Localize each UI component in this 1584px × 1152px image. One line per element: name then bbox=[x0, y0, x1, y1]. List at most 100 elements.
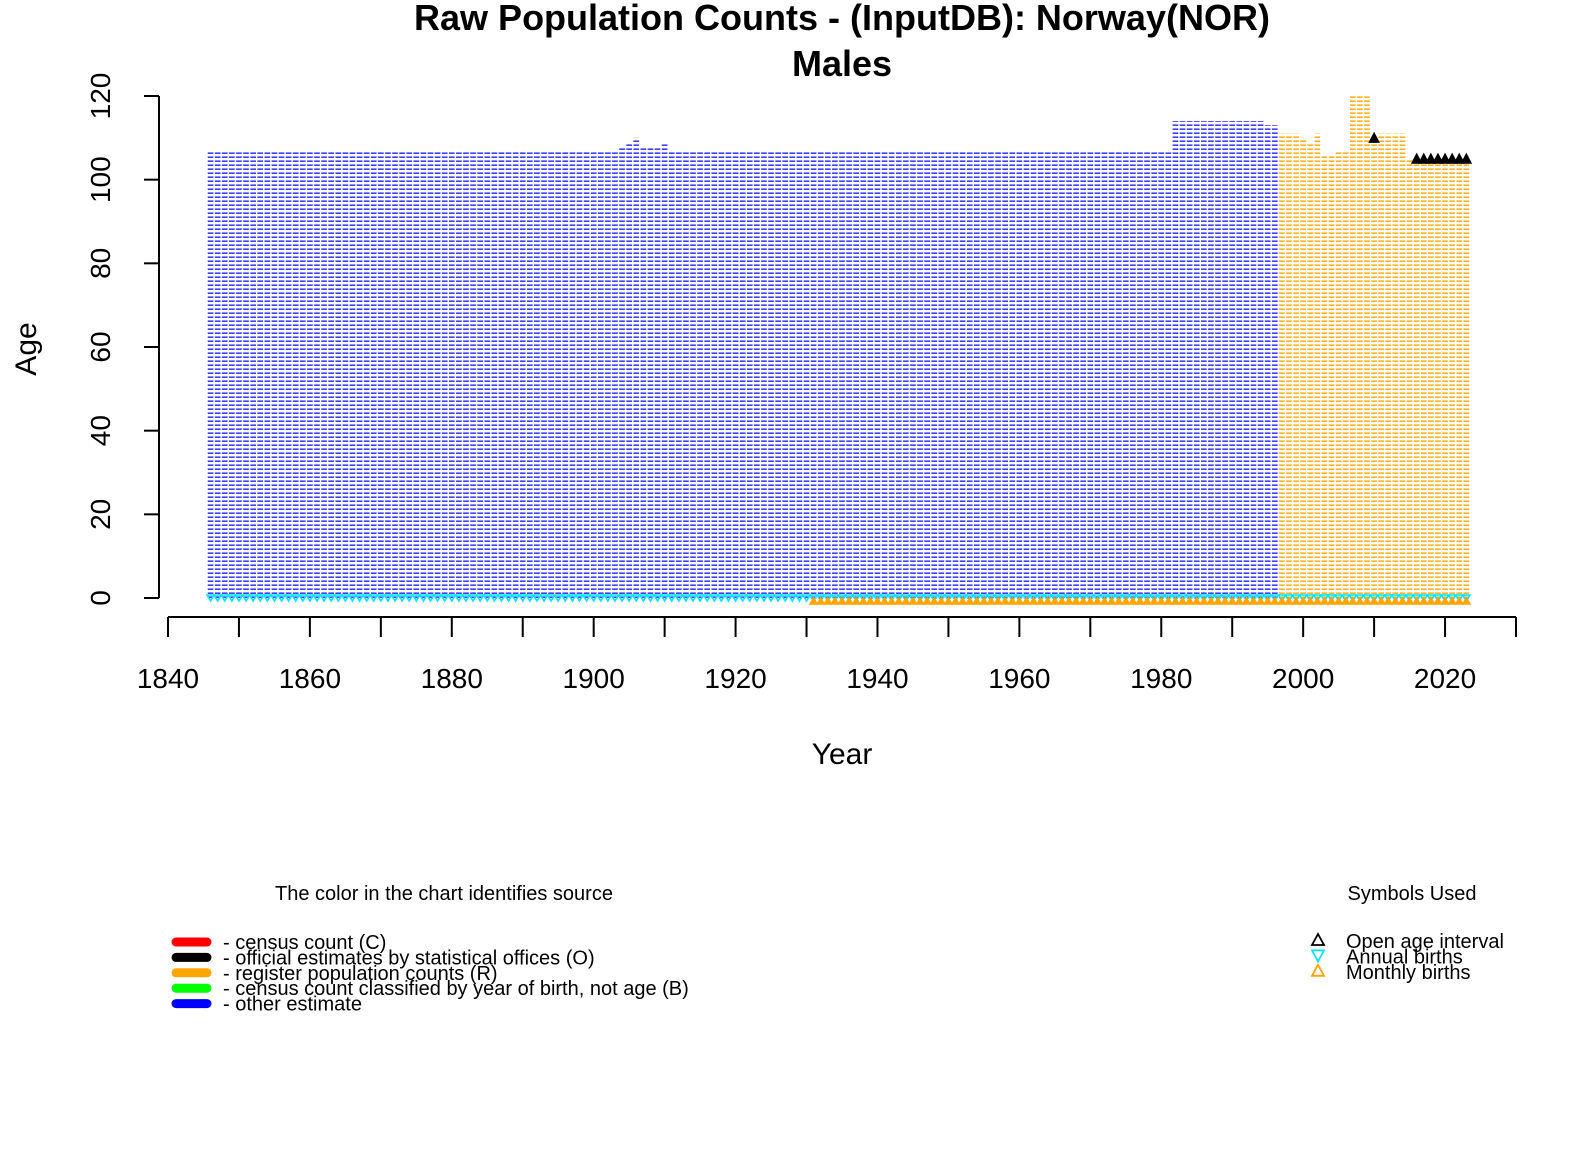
annual-births-marker bbox=[1440, 594, 1450, 603]
monthly-births-marker bbox=[1312, 596, 1323, 605]
annual-births-marker bbox=[1326, 594, 1337, 603]
annual-births-marker bbox=[1262, 594, 1273, 603]
annual-births-marker bbox=[709, 594, 720, 603]
annual-births-marker bbox=[801, 594, 812, 603]
annual-births-marker bbox=[865, 594, 876, 603]
annual-births-marker bbox=[1355, 594, 1365, 603]
annual-births-marker bbox=[241, 594, 251, 603]
annual-births-marker bbox=[1014, 594, 1025, 603]
annual-births-marker bbox=[461, 594, 471, 603]
annual-births-marker bbox=[1049, 594, 1060, 603]
annual-births-marker bbox=[979, 594, 989, 603]
annual-births-marker bbox=[1191, 594, 1202, 603]
annual-births-marker bbox=[681, 594, 691, 603]
annual-births-marker bbox=[574, 594, 585, 603]
annual-births-marker bbox=[794, 594, 805, 603]
monthly-births-marker bbox=[943, 596, 954, 605]
annual-births-marker bbox=[993, 594, 1003, 603]
annual-births-marker bbox=[1156, 594, 1167, 603]
legend-source-label: - census count (C) bbox=[223, 932, 386, 954]
annual-births-marker bbox=[312, 594, 322, 603]
chart-subtitle: Males bbox=[792, 43, 892, 84]
monthly-births-marker bbox=[1461, 596, 1472, 605]
open-age-marker bbox=[1425, 152, 1437, 164]
annual-births-marker bbox=[837, 594, 847, 603]
annual-births-marker bbox=[1057, 594, 1067, 603]
monthly-births-marker bbox=[986, 596, 996, 605]
annual-births-marker bbox=[730, 594, 741, 603]
monthly-births-markers bbox=[808, 596, 1472, 605]
annual-births-marker bbox=[1085, 594, 1096, 603]
annual-births-marker bbox=[1220, 594, 1231, 603]
annual-births-marker bbox=[971, 594, 982, 603]
monthly-births-marker bbox=[837, 596, 847, 605]
monthly-births-marker bbox=[1085, 596, 1096, 605]
annual-births-marker bbox=[1163, 594, 1174, 603]
monthly-births-marker bbox=[1206, 596, 1216, 605]
annual-births-marker bbox=[1418, 594, 1429, 603]
monthly-births-marker bbox=[900, 596, 911, 605]
x-tick-label: 1960 bbox=[988, 663, 1050, 694]
legend-symbol-label: Annual births bbox=[1346, 946, 1463, 968]
monthly-births-marker bbox=[858, 596, 869, 605]
monthly-births-marker bbox=[950, 596, 961, 605]
monthly-births-marker bbox=[1028, 596, 1039, 605]
annual-births-marker bbox=[723, 594, 734, 603]
annual-births-marker bbox=[375, 594, 386, 603]
annual-births-marker bbox=[418, 594, 429, 603]
x-axis-ticks: 1840 1860 1880 1900 1920 1940 1960 1980 2000 2020 bbox=[137, 617, 1517, 694]
monthly-births-marker bbox=[908, 596, 918, 605]
annual-births-marker bbox=[737, 594, 748, 603]
monthly-births-marker bbox=[1213, 596, 1223, 605]
annual-births-marker bbox=[1113, 594, 1124, 603]
legend-symbol-label: Monthly births bbox=[1346, 962, 1471, 984]
monthly-births-marker bbox=[964, 596, 975, 605]
annual-births-marker bbox=[297, 594, 308, 603]
annual-births-marker bbox=[439, 594, 450, 603]
open-age-marker bbox=[1417, 152, 1430, 164]
annual-births-marker bbox=[1227, 594, 1238, 603]
monthly-births-marker bbox=[971, 596, 982, 605]
annual-births-marker bbox=[368, 594, 379, 603]
monthly-births-marker bbox=[1248, 596, 1259, 605]
annual-births-marker bbox=[546, 594, 557, 603]
annual-births-marker bbox=[290, 594, 301, 603]
annual-births-marker bbox=[1177, 594, 1188, 603]
monthly-births-marker bbox=[1092, 596, 1103, 605]
annual-births-marker bbox=[986, 594, 996, 603]
annual-births-marker bbox=[964, 594, 975, 603]
triangle-down-icon bbox=[1310, 949, 1326, 964]
monthly-births-marker bbox=[1284, 596, 1294, 605]
annual-births-marker bbox=[340, 594, 351, 603]
annual-births-marker bbox=[425, 594, 436, 603]
annual-births-marker bbox=[326, 594, 337, 603]
plot-area bbox=[205, 96, 1473, 605]
x-tick-label: 1940 bbox=[846, 663, 908, 694]
annual-births-marker bbox=[489, 594, 500, 603]
annual-births-markers bbox=[205, 594, 1472, 603]
annual-births-marker bbox=[815, 594, 826, 603]
monthly-births-marker bbox=[815, 596, 826, 605]
annual-births-marker bbox=[1284, 594, 1294, 603]
monthly-births-marker bbox=[1411, 596, 1422, 605]
annual-births-marker bbox=[851, 594, 862, 603]
annual-births-marker bbox=[1369, 594, 1380, 603]
legend-source-item: - official estimates by statistical offi… bbox=[171, 947, 595, 969]
annual-births-marker bbox=[936, 594, 947, 603]
annual-births-marker bbox=[744, 594, 755, 603]
annual-births-marker bbox=[638, 594, 649, 603]
monthly-births-marker bbox=[1390, 596, 1401, 605]
annual-births-marker bbox=[1206, 594, 1216, 603]
annual-births-marker bbox=[276, 594, 287, 603]
annual-births-marker bbox=[1433, 594, 1443, 603]
annual-births-marker bbox=[666, 594, 677, 603]
annual-births-marker bbox=[950, 594, 961, 603]
legend-source-item: - other estimate bbox=[171, 994, 362, 1016]
annual-births-marker bbox=[567, 594, 578, 603]
x-tick-label: 1980 bbox=[1130, 663, 1192, 694]
series-register-counts bbox=[1279, 96, 1470, 598]
x-axis-title: Year bbox=[812, 738, 873, 771]
y-tick-label: 0 bbox=[85, 590, 116, 606]
